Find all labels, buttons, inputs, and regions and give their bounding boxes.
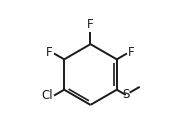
Text: F: F	[87, 18, 94, 31]
Text: Cl: Cl	[41, 89, 53, 102]
Text: F: F	[46, 46, 53, 59]
Text: S: S	[122, 88, 129, 101]
Text: F: F	[128, 46, 135, 59]
